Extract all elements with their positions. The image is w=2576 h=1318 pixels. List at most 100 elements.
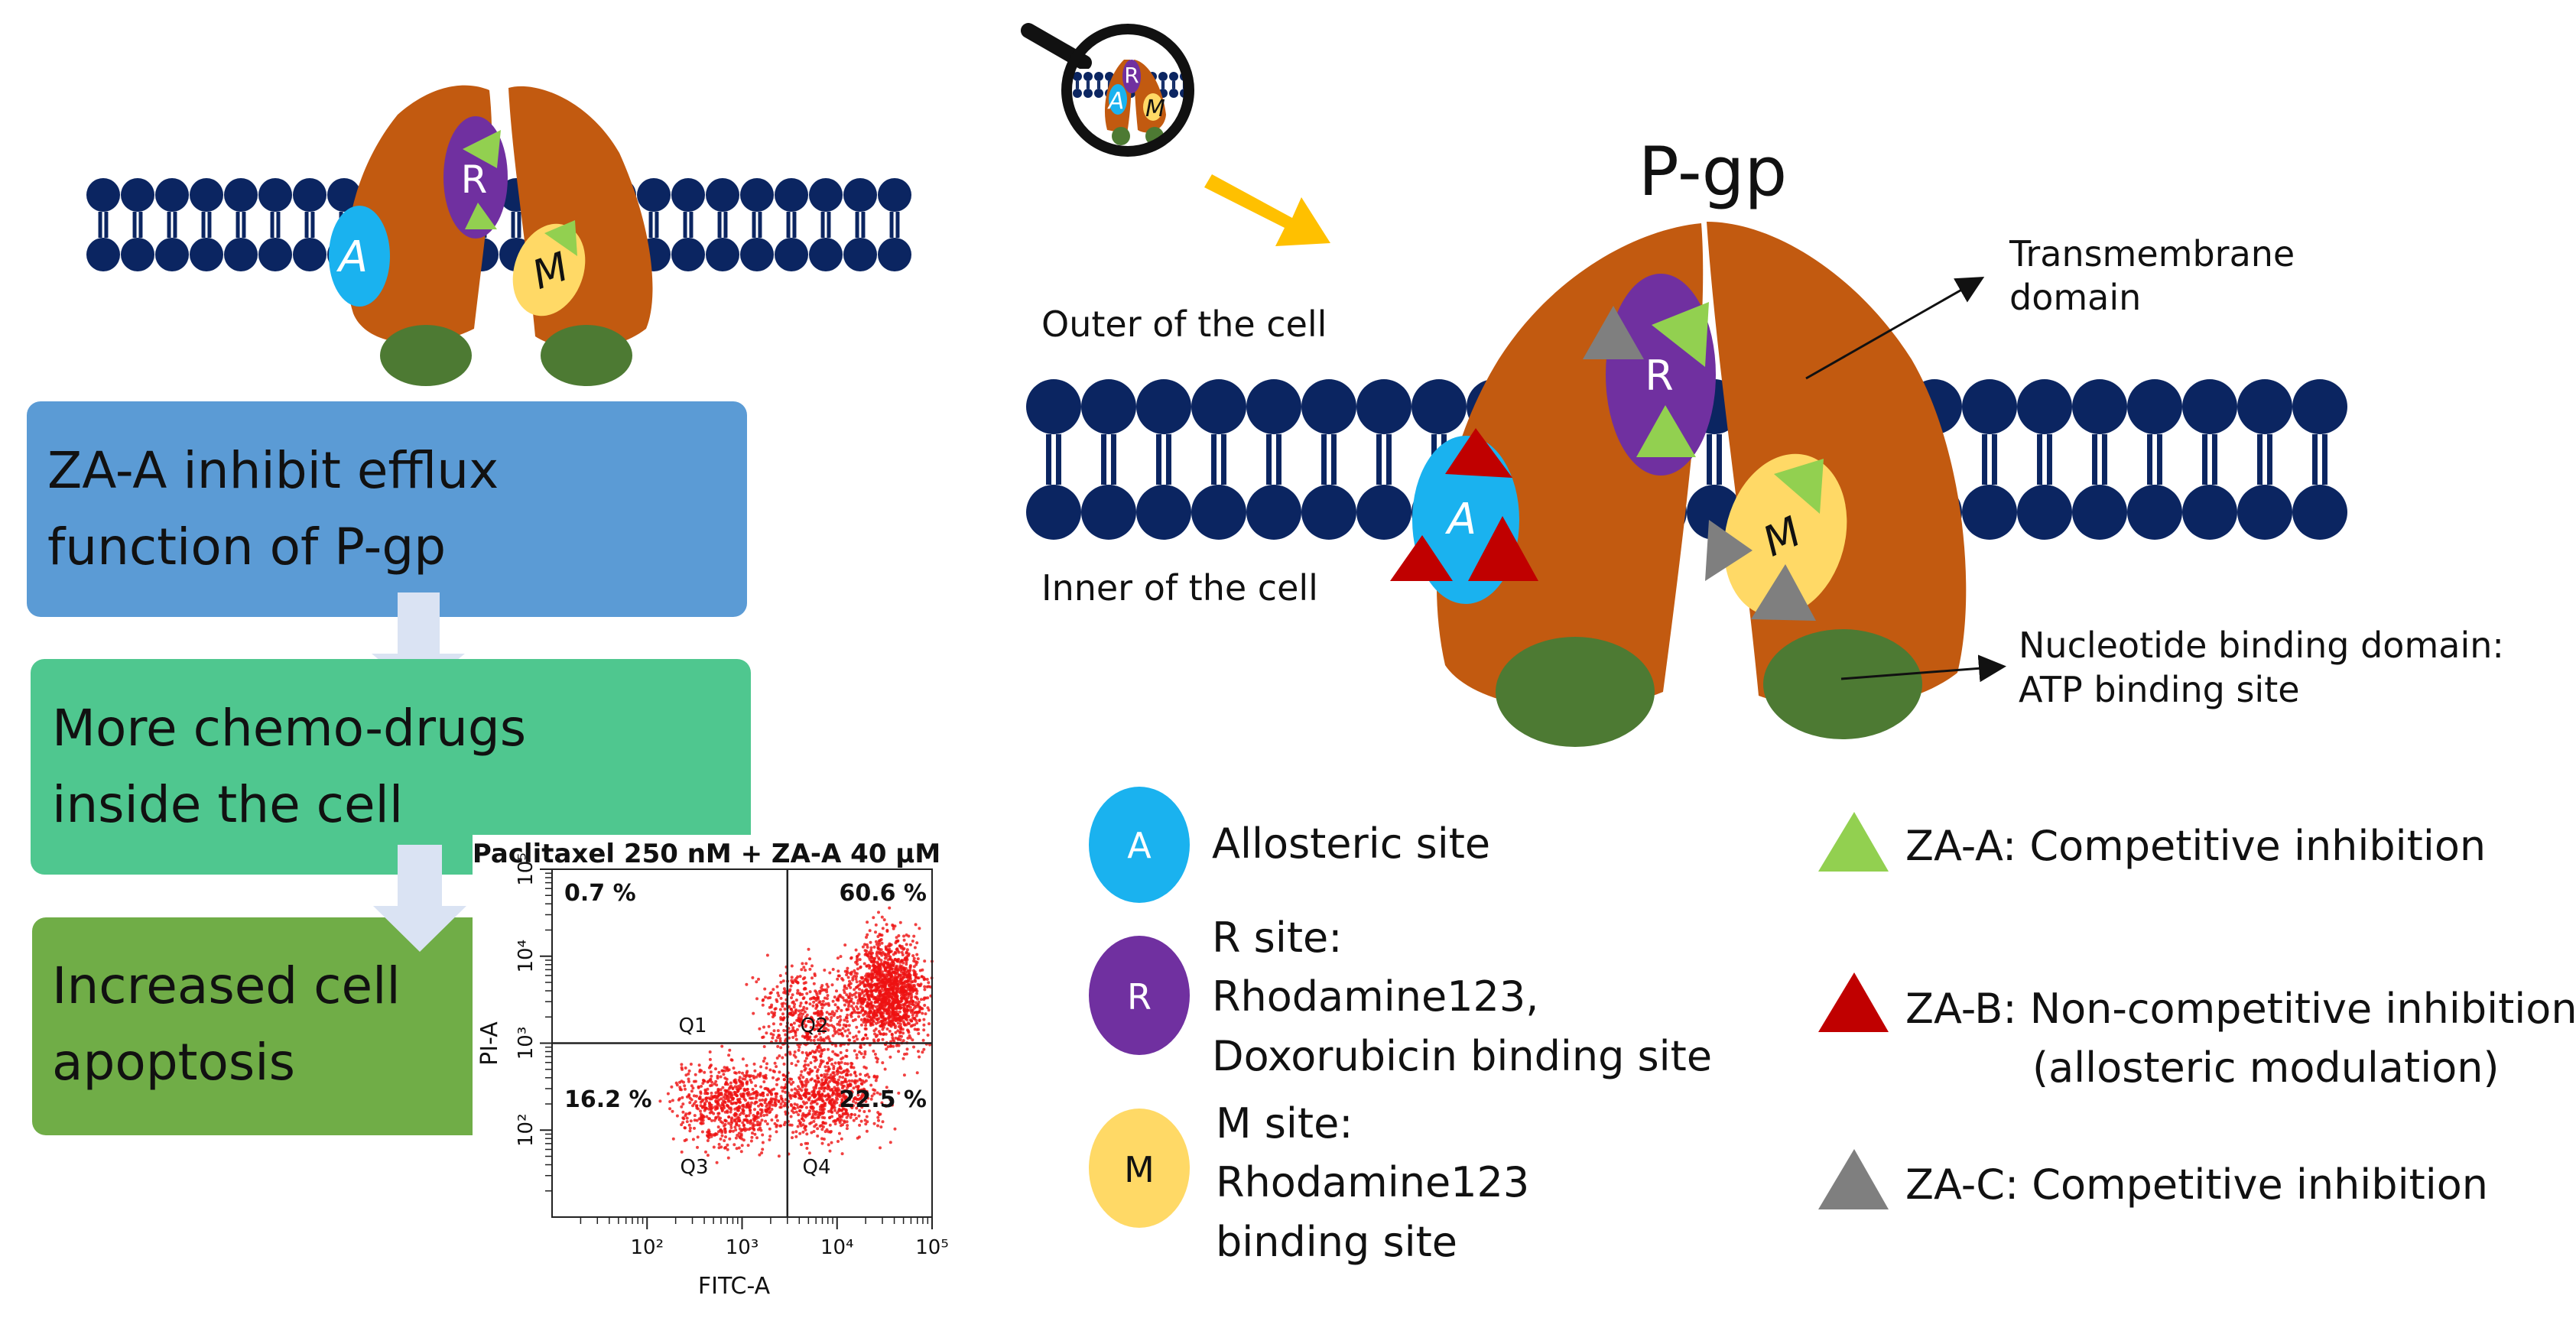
- small-za-a-triangle: [544, 220, 577, 256]
- scatter-point: [836, 1080, 840, 1084]
- scatter-point: [921, 1011, 924, 1015]
- scatter-point: [790, 1062, 794, 1066]
- scatter-point: [713, 1118, 716, 1122]
- scatter-point: [922, 1047, 926, 1051]
- scatter-point: [687, 1072, 690, 1076]
- scatter-point: [776, 1029, 780, 1033]
- scatter-point: [817, 1038, 820, 1042]
- scatter-point: [916, 982, 920, 986]
- scatter-point: [925, 978, 929, 981]
- scatter-point: [778, 1105, 782, 1109]
- nbd-label-line2: ATP binding site: [2019, 669, 2300, 710]
- scatter-point: [834, 1044, 838, 1048]
- scatter-point: [879, 1092, 882, 1096]
- scatter-point: [731, 1129, 735, 1133]
- scatter-point: [862, 1080, 866, 1084]
- scatter-point: [904, 1017, 908, 1021]
- legend-za-c-text: ZA-C: Competitive inhibition: [1905, 1161, 2488, 1209]
- scatter-point: [772, 1033, 775, 1037]
- scatter-point: [755, 1075, 759, 1079]
- scatter-point: [813, 996, 816, 1000]
- scatter-point: [684, 1112, 688, 1116]
- scatter-point: [897, 950, 901, 954]
- scatter-point: [811, 1004, 815, 1008]
- scatter-point: [902, 1021, 906, 1025]
- zoom-site-a: A: [1107, 88, 1125, 115]
- main-lipid: [1026, 379, 1081, 540]
- scatter-point: [843, 1029, 847, 1033]
- scatter-point: [857, 1014, 861, 1018]
- scatter-point: [897, 1091, 901, 1095]
- scatter-point: [858, 1102, 862, 1106]
- scatter-point: [890, 988, 894, 992]
- scatter-point: [723, 1069, 727, 1073]
- scatter-point: [896, 1037, 900, 1040]
- scatter-point: [710, 1091, 713, 1095]
- scatter-point: [860, 1094, 864, 1098]
- scatter-point: [772, 1014, 776, 1017]
- scatter-point: [832, 1066, 836, 1070]
- flow-arrow-2: [373, 845, 466, 952]
- scatter-point: [880, 1101, 884, 1105]
- scatter-point: [875, 1076, 879, 1079]
- scatter-point: [847, 1084, 850, 1088]
- legend-za-c-icon: [1818, 1149, 1889, 1209]
- scatter-point: [859, 1089, 862, 1092]
- scatter-point: [823, 1080, 827, 1084]
- scatter-point: [761, 1148, 765, 1151]
- scatter-point: [712, 1112, 716, 1115]
- scatter-point: [775, 1118, 779, 1122]
- scatter-point: [745, 982, 749, 986]
- scatter-point: [843, 1018, 846, 1022]
- scatter-point: [684, 1087, 687, 1091]
- scatter-point: [715, 1161, 719, 1164]
- scatter-point: [805, 1132, 809, 1136]
- scatter-point: [878, 933, 882, 937]
- scatter-point: [742, 1109, 745, 1112]
- scatter-point: [826, 994, 830, 998]
- scatter-point: [854, 995, 858, 999]
- scatter-point: [780, 1086, 784, 1089]
- scatter-point: [890, 1022, 894, 1026]
- scatter-point: [868, 957, 872, 961]
- scatter-point: [881, 1037, 885, 1041]
- main-lipid: [1301, 379, 1356, 540]
- scatter-point: [763, 987, 767, 991]
- scatter-point: [923, 977, 927, 981]
- scatter-point: [732, 1066, 736, 1070]
- scatter-point: [866, 1037, 869, 1040]
- scatter-point: [773, 1011, 777, 1014]
- scatter-point: [891, 963, 895, 967]
- scatter-point: [800, 1143, 803, 1147]
- scatter-point: [843, 1084, 846, 1088]
- scatter-point: [803, 1102, 807, 1105]
- scatter-point: [905, 950, 908, 954]
- scatter-point: [716, 1102, 720, 1105]
- scatter-point: [841, 1091, 845, 1095]
- scatter-point: [877, 1007, 881, 1011]
- scatter-point: [772, 1097, 775, 1101]
- scatter-point: [810, 1016, 814, 1020]
- scatter-point: [865, 1004, 869, 1008]
- scatter-point: [736, 1088, 740, 1092]
- scatter-point: [750, 1101, 753, 1105]
- scatter-point: [879, 1146, 882, 1150]
- scatter-point: [814, 1035, 817, 1039]
- scatter-point: [840, 1083, 843, 1086]
- scatter-point: [796, 1105, 800, 1109]
- scatter-point: [856, 1093, 860, 1097]
- scatter-point: [856, 963, 859, 966]
- scatter-point: [821, 999, 825, 1003]
- scatter-point: [857, 1030, 861, 1034]
- scatter-point: [765, 1066, 768, 1070]
- scatter-point: [719, 1104, 723, 1108]
- scatter-point: [688, 1111, 692, 1115]
- scatter-point: [927, 1022, 931, 1026]
- scatter-point: [748, 1075, 752, 1079]
- scatter-point: [819, 1019, 823, 1023]
- scatter-point: [874, 930, 877, 934]
- scatter-point: [915, 941, 919, 945]
- scatter-point: [727, 1086, 731, 1090]
- scatter-point: [830, 1111, 834, 1114]
- scatter-point: [696, 1145, 699, 1149]
